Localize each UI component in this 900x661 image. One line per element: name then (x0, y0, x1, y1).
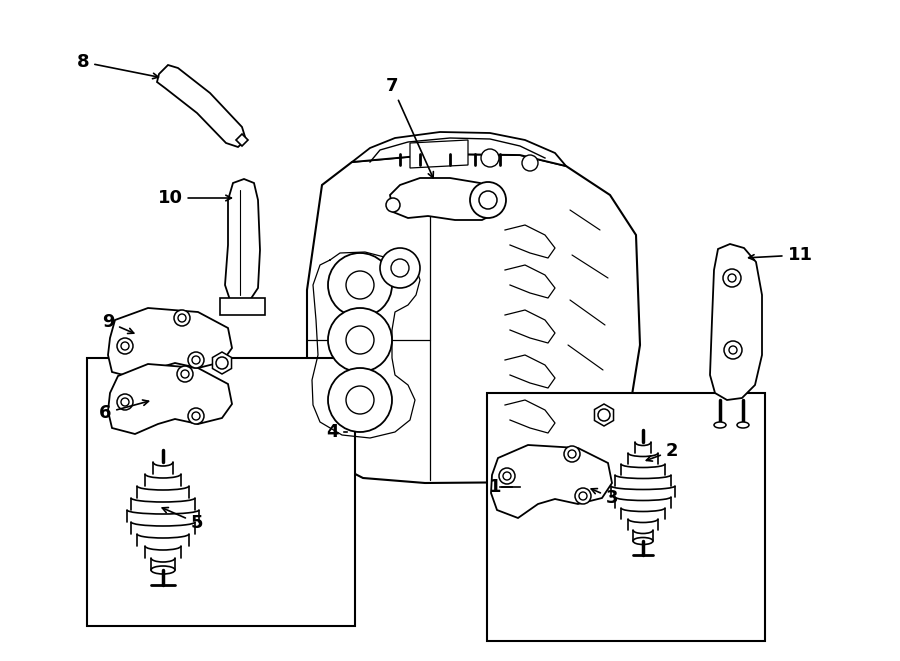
Text: 6: 6 (99, 400, 148, 422)
Circle shape (728, 274, 736, 282)
Circle shape (434, 142, 456, 164)
Circle shape (479, 191, 497, 209)
Text: 1: 1 (489, 478, 501, 496)
Polygon shape (307, 154, 640, 483)
Circle shape (188, 408, 204, 424)
Circle shape (575, 488, 591, 504)
Circle shape (346, 326, 374, 354)
Circle shape (499, 468, 515, 484)
Circle shape (503, 472, 511, 480)
Circle shape (117, 394, 133, 410)
Circle shape (121, 342, 129, 350)
Circle shape (346, 271, 374, 299)
Text: 7: 7 (386, 77, 434, 178)
Polygon shape (220, 298, 265, 315)
Polygon shape (491, 445, 612, 518)
Circle shape (121, 398, 129, 406)
Polygon shape (236, 134, 248, 146)
Text: 3: 3 (591, 488, 618, 507)
Circle shape (181, 370, 189, 378)
Polygon shape (390, 178, 498, 220)
Circle shape (380, 248, 420, 288)
Text: 9: 9 (102, 313, 134, 334)
Circle shape (174, 310, 190, 326)
Circle shape (328, 308, 392, 372)
Polygon shape (710, 244, 762, 400)
Polygon shape (225, 179, 260, 303)
Bar (87, 358, 355, 626)
Circle shape (598, 409, 610, 421)
Bar (487, 393, 765, 641)
Circle shape (564, 446, 580, 462)
Circle shape (192, 356, 200, 364)
Circle shape (481, 149, 499, 167)
Circle shape (177, 366, 193, 382)
Text: 4: 4 (326, 423, 347, 441)
Circle shape (724, 341, 742, 359)
Circle shape (391, 259, 409, 277)
Circle shape (729, 346, 737, 354)
Circle shape (328, 253, 392, 317)
Polygon shape (595, 404, 614, 426)
Circle shape (328, 368, 392, 432)
Polygon shape (157, 65, 246, 147)
Circle shape (568, 450, 576, 458)
Circle shape (216, 357, 228, 369)
Circle shape (579, 492, 587, 500)
Circle shape (192, 412, 200, 420)
Circle shape (723, 269, 741, 287)
Ellipse shape (737, 422, 749, 428)
Circle shape (178, 314, 186, 322)
Text: 2: 2 (646, 442, 679, 461)
Polygon shape (108, 364, 232, 434)
Text: 5: 5 (162, 508, 203, 532)
Ellipse shape (714, 422, 726, 428)
Circle shape (522, 155, 538, 171)
Polygon shape (212, 352, 231, 374)
Circle shape (346, 386, 374, 414)
Text: 10: 10 (158, 189, 231, 207)
Circle shape (470, 182, 506, 218)
Circle shape (188, 352, 204, 368)
Circle shape (117, 338, 133, 354)
Text: 8: 8 (76, 53, 158, 79)
Polygon shape (108, 308, 232, 378)
Text: 11: 11 (749, 246, 813, 264)
Circle shape (386, 198, 400, 212)
Polygon shape (410, 140, 468, 168)
Polygon shape (352, 132, 566, 166)
